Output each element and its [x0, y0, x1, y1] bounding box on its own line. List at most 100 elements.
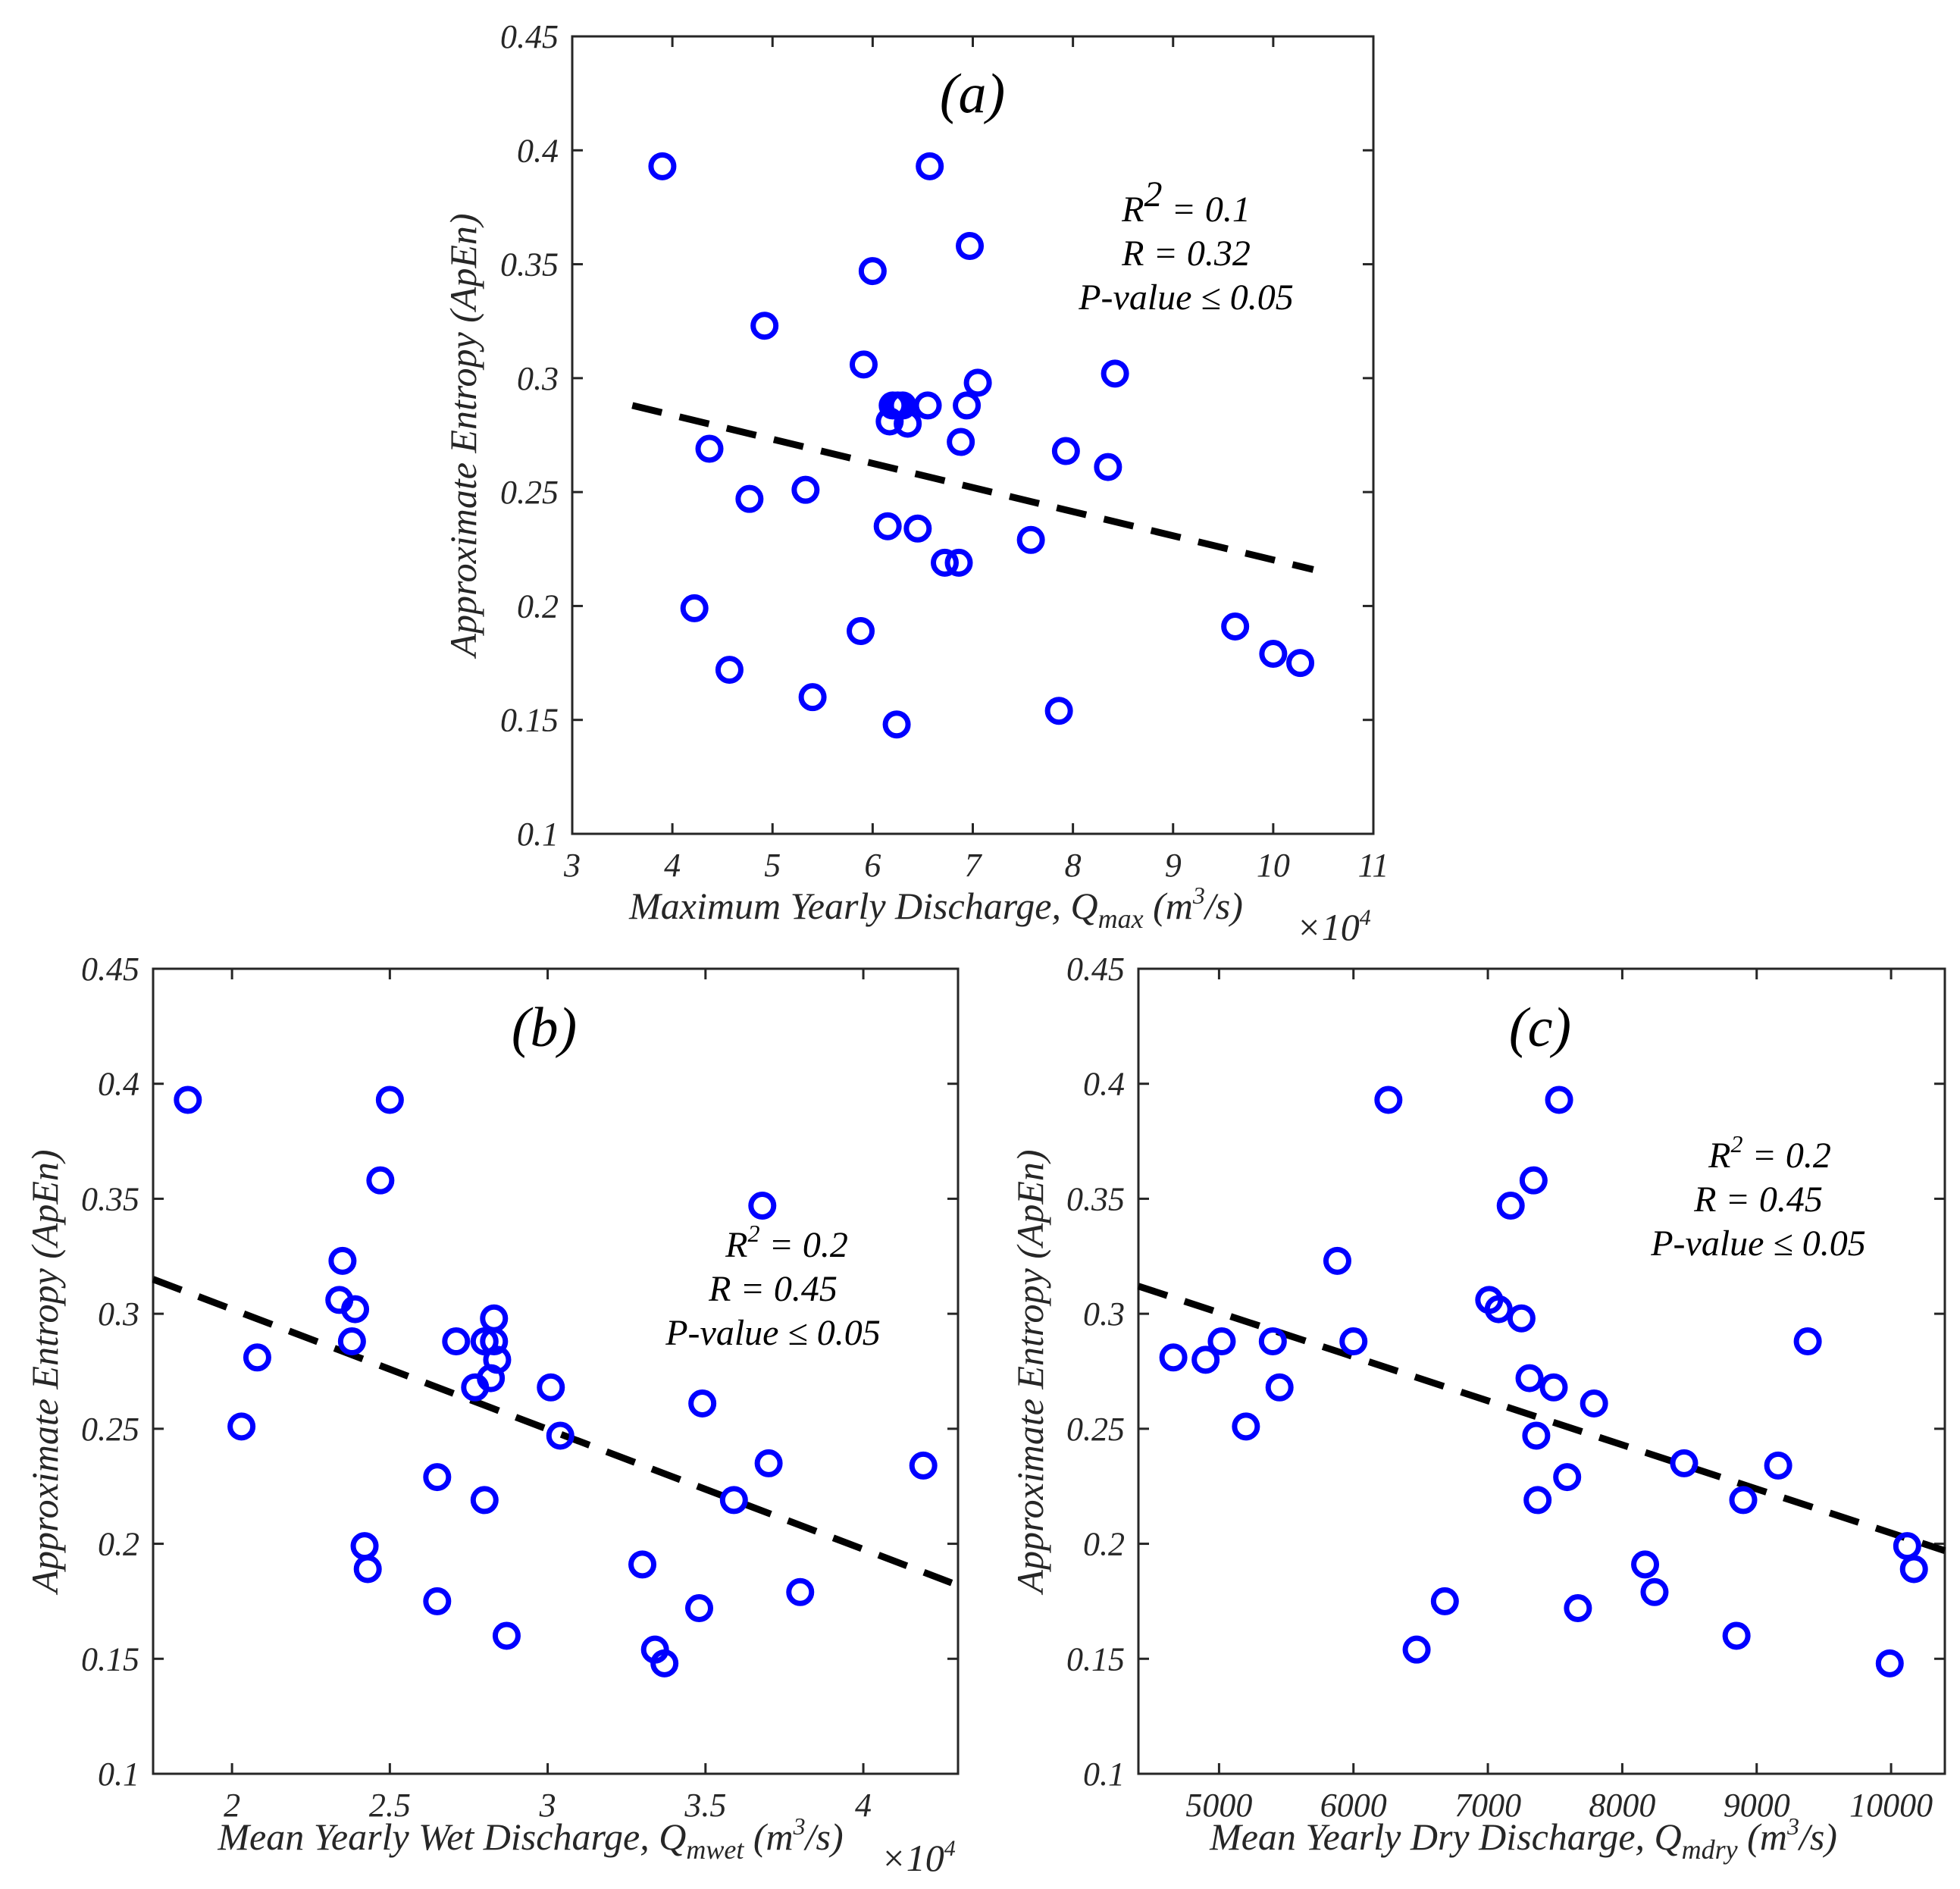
panel-c-data-point [1191, 1345, 1220, 1374]
panel-b-ylabel: Approximate Entropy (ApEn) [23, 1149, 66, 1595]
panel-c-data-point [1522, 1421, 1551, 1450]
panel-c-data-point [1523, 1486, 1552, 1515]
panel-b-points [174, 1085, 938, 1678]
panel-b-xlabel: Mean Yearly Wet Discharge, Qmwet (m3/s) [217, 1812, 843, 1865]
panel-a-data-point [715, 656, 744, 684]
panel-b-data-point [909, 1451, 938, 1480]
panel-c-data-point [1159, 1343, 1188, 1372]
panel-c-ytick-label: 0.1 [1083, 1756, 1125, 1793]
panel-b-data-point [748, 1192, 777, 1220]
panel-c-ylabel: Approximate Entropy (ApEn) [1009, 1149, 1051, 1595]
panel-c-p: P-value ≤ 0.05 [1650, 1223, 1866, 1264]
panel-c-ytick-label: 0.4 [1083, 1066, 1125, 1103]
panel-b-ytick-label: 0.25 [81, 1411, 139, 1448]
panel-a-data-point [1051, 437, 1080, 465]
panel-c-xtick-label: 10000 [1849, 1787, 1933, 1824]
panel-a-ytick-label: 0.25 [500, 474, 559, 511]
panel-a-data-point [903, 514, 932, 543]
panel-b-xtick-label: 4 [855, 1787, 872, 1824]
panel-c-data-point [1564, 1594, 1592, 1623]
panel-a-fit [631, 402, 1314, 573]
panel-a-data-point [953, 391, 982, 420]
panel-b-data-point [688, 1389, 717, 1418]
panel-a-ytick-label: 0.45 [500, 18, 559, 55]
panel-c-ytick-label: 0.45 [1066, 951, 1125, 988]
panel-c-data-point [1729, 1486, 1758, 1515]
panel-a-data-point [882, 710, 911, 739]
panel-b-ytick-label: 0.2 [98, 1526, 139, 1563]
panel-a-data-point [648, 152, 677, 180]
panel-b-data-point [423, 1587, 452, 1615]
panel-c-frame [1137, 967, 1946, 1775]
panel-b-data-point [650, 1649, 679, 1678]
panel-b-ytick-label: 0.4 [98, 1066, 139, 1103]
panel-c-xtick-label: 9000 [1724, 1787, 1790, 1824]
panel-c-ytick-label: 0.3 [1083, 1295, 1125, 1333]
panel-a-data-point [956, 232, 985, 261]
panel-c-points [1159, 1085, 1928, 1678]
panel-b-ytick-label: 0.15 [81, 1640, 139, 1678]
panel-b-xtick-label: 3.5 [684, 1787, 726, 1824]
panel-a-data-point [931, 548, 960, 577]
panel-a-data-point [1259, 640, 1288, 669]
panel-b-data-point [480, 1304, 509, 1333]
panel-a-xtick-label: 8 [1065, 847, 1082, 884]
panel-a-data-point [1094, 453, 1122, 481]
panel-a-r2: R2 = 0.1 [1121, 174, 1251, 230]
panel-c-ytick-label: 0.2 [1083, 1526, 1125, 1563]
panel-a-data-point [798, 683, 827, 712]
panel-b-data-point [492, 1621, 521, 1650]
panel-b-data-point [461, 1373, 490, 1402]
panel-b-data-point [470, 1327, 499, 1356]
panel-a-r: R = 0.32 [1121, 233, 1251, 274]
panel-c-xlabel: Mean Yearly Dry Discharge, Qmdry (m3/s) [1209, 1812, 1837, 1865]
panel-a-data-point [1101, 359, 1129, 388]
panel-c-xtick-label: 5000 [1185, 1787, 1252, 1824]
panel-a-xtick-label: 7 [965, 847, 983, 884]
panel-a-data-point [916, 152, 944, 180]
panel-c-data-point [1519, 1166, 1548, 1195]
panel-c-data-point [1899, 1555, 1928, 1584]
panel-c-data-point [1265, 1373, 1294, 1402]
panel-c-ticks: 5000 6000 7000 8000 9000 10000 0.1 0.15 0.2 0.25 0… [1066, 951, 1945, 1824]
panel-a-xtick-label: 10 [1257, 847, 1290, 884]
panel-b-p: P-value ≤ 0.05 [665, 1313, 881, 1353]
panel-b-data-point [353, 1555, 382, 1584]
panel-c-xtick-label: 7000 [1454, 1787, 1521, 1824]
panel-a-ytick-label: 0.35 [500, 246, 559, 284]
panel-c: 5000 6000 7000 8000 9000 10000 0.1 0.15 0.2 0.25 0… [1009, 951, 1946, 1865]
panel-b-frame [152, 967, 960, 1775]
panel-a-ytick-label: 0.1 [517, 816, 559, 853]
panel-a-trend-line [631, 402, 1314, 573]
panel-a-data-point [944, 548, 973, 577]
panel-a-xtick-label: 6 [864, 847, 881, 884]
panel-a-xlabel: Maximum Yearly Discharge, Qmax (m3/s) [628, 882, 1243, 934]
panel-b-data-point [442, 1327, 471, 1356]
panel-a-data-point [1221, 612, 1250, 641]
panel-a-ylabel: Approximate Entropy (ApEn) [442, 213, 484, 659]
panel-b-xtick-label: 2.5 [369, 1787, 411, 1824]
panel-a-data-point [858, 257, 887, 286]
panel-c-data-point [1339, 1327, 1368, 1356]
panel-c-data-point [1207, 1327, 1236, 1356]
panel-b: 2 2.5 3 3.5 4 0.1 0.15 0.2 0.25 0.3 0.35 0.4 0.45 (b… [23, 951, 960, 1879]
panel-a-data-point [873, 512, 902, 540]
panel-c-data-point [1764, 1451, 1792, 1480]
panel-c-ytick-label: 0.15 [1066, 1640, 1125, 1678]
panel-a-ticks: 3 4 5 6 7 8 9 10 11 0.1 0.15 0.2 0.25 0.3 0.35 0.4 0.45 [500, 18, 1389, 884]
panel-b-data-point [754, 1449, 783, 1477]
panel-a-data-point [750, 312, 779, 340]
panel-c-data-point [1893, 1532, 1921, 1561]
panel-b-data-point [337, 1327, 366, 1356]
panel-a-data-point [1044, 697, 1073, 725]
panel-c-xtick-label: 6000 [1320, 1787, 1387, 1824]
panel-b-data-point [341, 1295, 370, 1324]
panel-c-data-point [1232, 1412, 1260, 1441]
panel-c-data-point [1553, 1463, 1582, 1492]
panel-b-data-point [537, 1373, 565, 1402]
panel-c-data-point [1793, 1327, 1822, 1356]
panel-c-data-point [1640, 1577, 1669, 1606]
panel-c-data-point [1430, 1587, 1459, 1615]
panel-b-data-point [174, 1085, 202, 1114]
